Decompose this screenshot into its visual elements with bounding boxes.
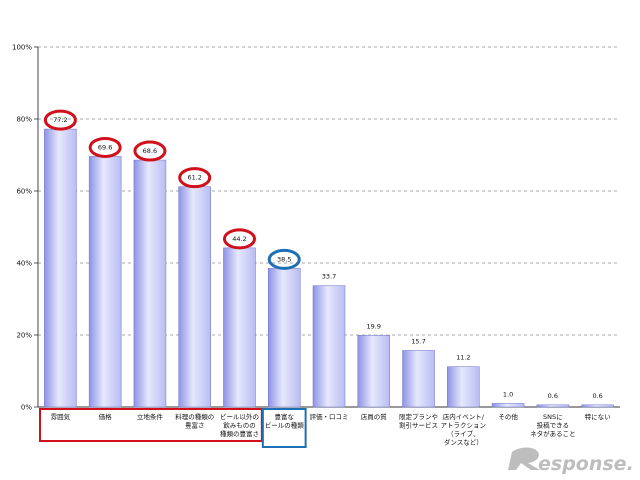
red-circle	[133, 140, 167, 162]
category-label-line: ビール以外の	[220, 412, 259, 421]
category-label-line: 投稿できる	[537, 421, 569, 430]
value-label: 38.5	[277, 255, 291, 263]
bar	[491, 403, 525, 408]
bar	[133, 159, 167, 408]
value-label: 77.2	[53, 116, 67, 124]
category-label-line: ダンスなど）	[444, 438, 483, 447]
bar	[88, 156, 122, 408]
value-label: 68.6	[143, 147, 157, 155]
category-label-line: 立地条件	[137, 412, 164, 421]
category-label-line: （ライブ、	[447, 429, 479, 438]
blue-circle	[267, 248, 301, 270]
value-label: 61.2	[187, 174, 201, 182]
y-tick-label: 60%	[16, 188, 32, 196]
value-label: 0.6	[592, 392, 602, 400]
value-label: 33.7	[322, 273, 336, 281]
category-label-line: アトラクション	[441, 422, 487, 430]
category-label-line: 限定プランや	[399, 412, 438, 421]
category-label: 雰囲気	[51, 412, 71, 421]
category-label-line: 種類の豊富さ	[220, 429, 259, 438]
value-labels: 77.2 69.6 68.6 61.2 44.2 38.5 33.7 19.9 15.7 11.2…	[53, 116, 603, 400]
blue-category-box	[261, 408, 307, 448]
category-label-line: 店員の質	[361, 412, 388, 421]
category-label-line: 飲みものの	[223, 421, 256, 430]
bar	[178, 186, 211, 408]
bar	[357, 335, 391, 408]
response-logo: esponse.	[508, 447, 634, 475]
bar	[223, 247, 256, 408]
y-tick-label: 40%	[16, 260, 32, 268]
bar	[267, 268, 301, 408]
bar	[581, 404, 614, 408]
bar	[402, 350, 435, 408]
y-tick-label: 100%	[12, 44, 32, 52]
category-label: 特にない	[585, 412, 611, 421]
logo-text: esponse.	[538, 453, 634, 475]
value-label: 1.0	[503, 390, 513, 398]
red-circle	[222, 228, 256, 250]
highlight-circles	[43, 109, 301, 270]
value-label: 0.6	[548, 392, 558, 400]
red-circle	[88, 136, 122, 158]
category-label-line: 料理の種類の	[175, 412, 214, 421]
bar	[312, 285, 346, 408]
logo-r-mark	[508, 447, 540, 470]
category-label: その他	[498, 412, 518, 421]
category-label-line: その他	[498, 412, 518, 421]
bar	[44, 128, 77, 408]
category-label-line: 雰囲気	[51, 412, 71, 421]
category-label: 店員の質	[361, 412, 388, 421]
category-label-line: 豊富さ	[185, 421, 205, 430]
y-tick-label: 20%	[16, 332, 32, 340]
category-labels: 雰囲気 価格 立地条件 料理の種類の豊富さビール以外の飲みものの種類の豊富さ豊富なビー…	[51, 412, 611, 447]
highlight-boxes	[39, 408, 307, 448]
category-label-line: 価格	[99, 412, 113, 421]
value-label: 44.2	[232, 235, 246, 243]
bars	[44, 128, 614, 408]
category-label-line: 豊富な	[274, 412, 294, 421]
category-label-line: SNSに	[543, 413, 563, 421]
category-label: 評価・口コミ	[310, 412, 349, 421]
bar	[536, 404, 570, 408]
category-label: 価格	[99, 412, 113, 421]
category-label-line: ビールの種類	[265, 421, 305, 430]
category-label: 店内イベント/アトラクション（ライブ、ダンスなど）	[441, 412, 487, 447]
category-label-line: ネタがあること	[530, 429, 576, 438]
value-label: 69.6	[98, 143, 112, 151]
value-label: 11.2	[456, 354, 470, 362]
red-circle	[43, 109, 77, 131]
red-circle	[178, 167, 212, 189]
bar	[447, 366, 480, 408]
category-label-line: 店内イベント/	[443, 412, 485, 421]
category-label-line: 割引サービス	[399, 421, 438, 430]
y-tick-labels: 0% 20% 40% 60% 80% 100%	[12, 44, 32, 412]
category-label-line: 評価・口コミ	[310, 412, 349, 421]
value-label: 15.7	[411, 337, 425, 345]
y-tick-label: 80%	[16, 116, 32, 124]
y-tick-label: 0%	[21, 404, 32, 412]
category-label-line: 特にない	[585, 412, 611, 421]
category-label: 立地条件	[137, 412, 164, 421]
value-label: 19.9	[367, 322, 381, 330]
